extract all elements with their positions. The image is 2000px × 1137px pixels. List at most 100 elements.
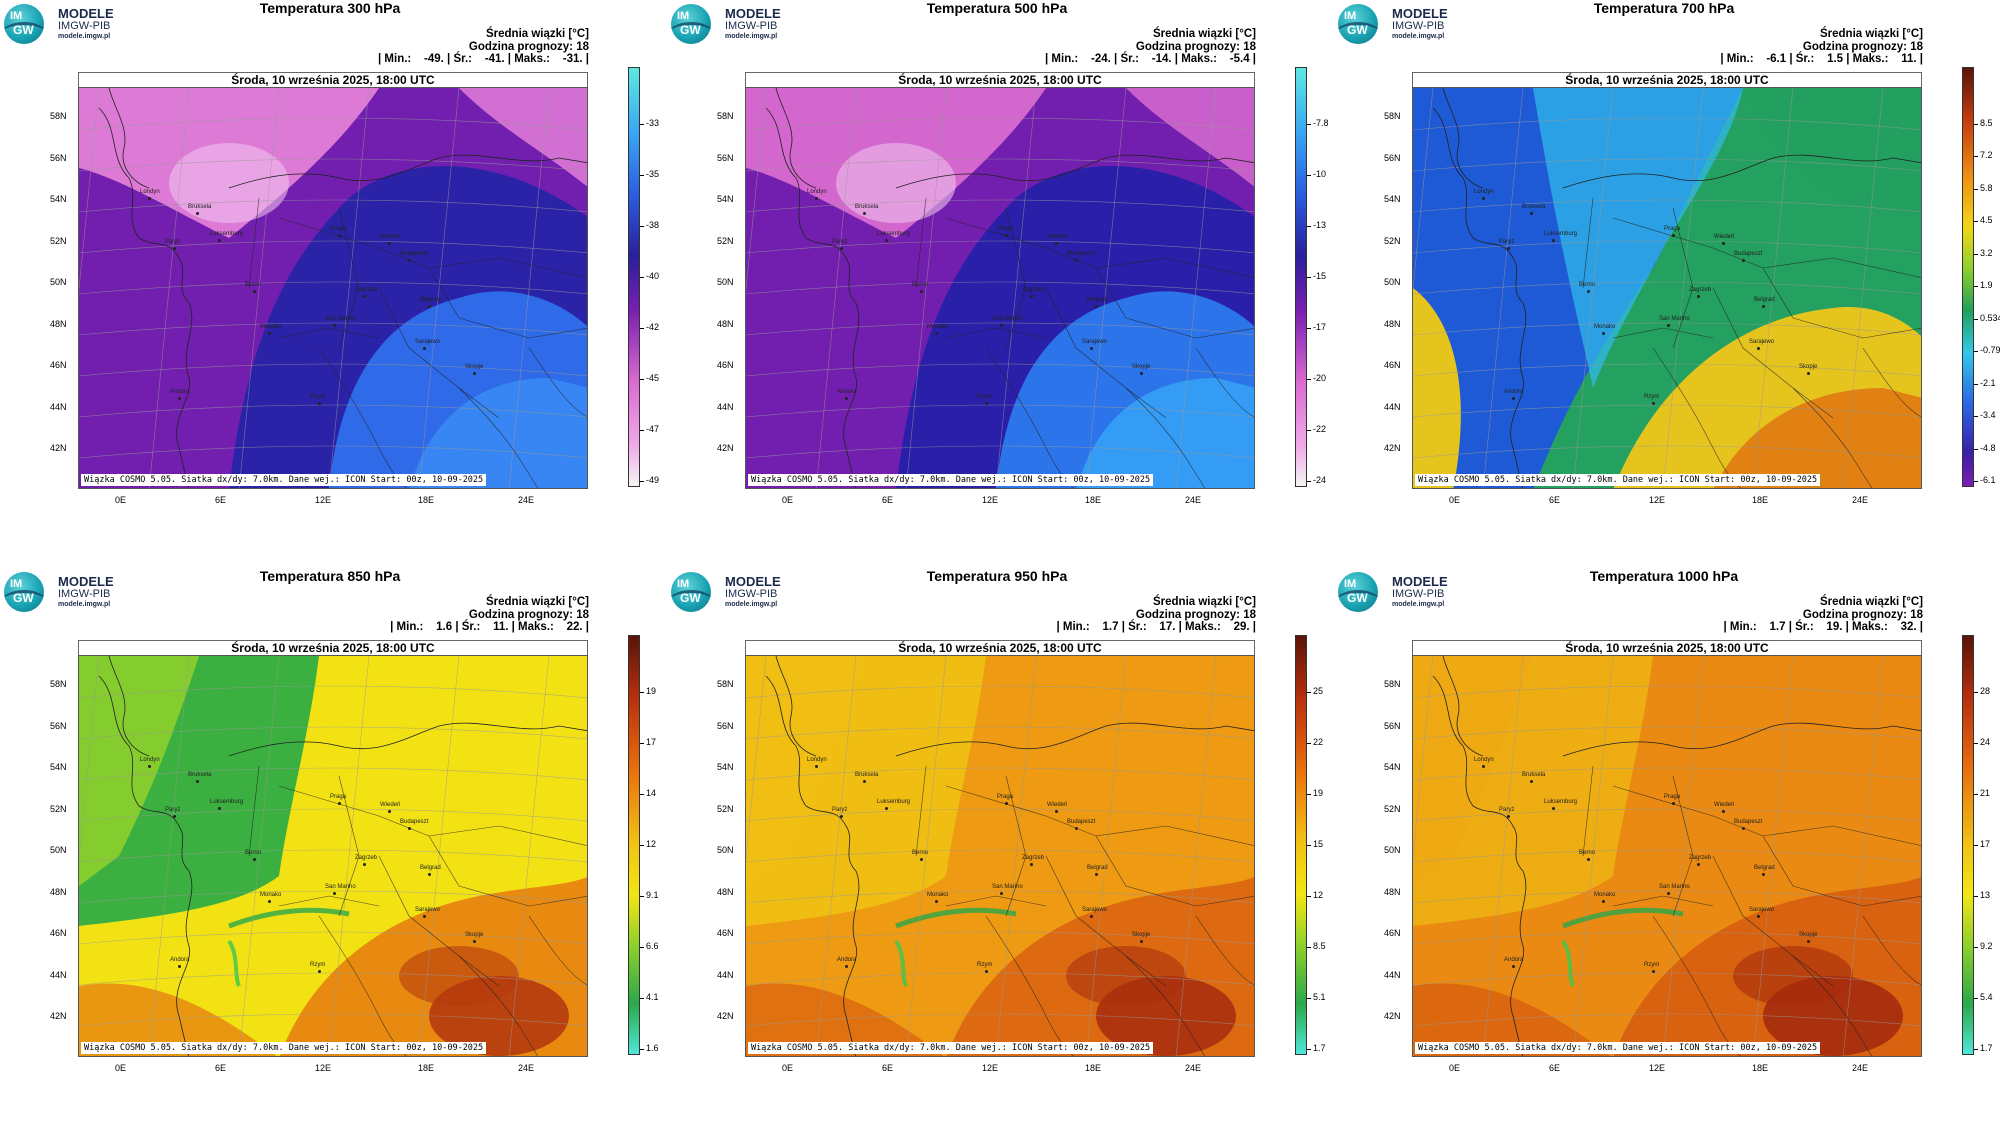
lat-label: 46N <box>1384 360 1401 370</box>
logo-line3: modele.imgw.pl <box>58 33 111 40</box>
colorbar-tick: -10 <box>1306 169 1327 179</box>
city-dot <box>408 827 411 830</box>
forecast-hour: Godzina prognozy: 18 <box>468 40 589 53</box>
logo-line3: modele.imgw.pl <box>1392 33 1445 40</box>
colorbar-tick: 8.5 <box>1307 941 1326 951</box>
city-label: Zagrzeb <box>1022 855 1045 861</box>
city-dot <box>1095 873 1098 876</box>
colorbar-tick: -0.791 <box>1974 345 2000 355</box>
lat-label: 58N <box>717 111 734 121</box>
colorbar-tick: 25 <box>1306 686 1324 696</box>
colorbar-tick: -2.1 <box>1974 377 1996 388</box>
panel-info: Średnia wiązki [°C] Godzina prognozy: 18 <box>469 596 589 621</box>
temperature-field-map <box>746 656 1254 1056</box>
lon-label: 12E <box>315 1063 332 1073</box>
city-label: Andora <box>837 389 857 395</box>
imgw-logo: IM GW MODELE IMGW-PIB modele.imgw.pl <box>4 4 144 46</box>
temperature-field-map <box>79 656 587 1056</box>
beam-label: Średnia wiązki [°C] <box>1152 28 1256 40</box>
lon-label: 24E <box>518 495 535 505</box>
city-label: Praga <box>997 226 1014 232</box>
model-footer: Wiązka COSMO 5.05. Siatka dx/dy: 7.0km. … <box>1415 1042 1821 1054</box>
city-dot <box>815 197 818 200</box>
colorbar-tick: 12 <box>639 839 657 849</box>
city-label: Belgrad <box>1754 865 1775 871</box>
city-dot <box>815 765 818 768</box>
lon-label: 6E <box>882 495 894 505</box>
city-label: Monako <box>260 324 282 330</box>
lat-label: 58N <box>1384 679 1401 689</box>
valid-date: Środa, 10 września 2025, 18:00 UTC <box>78 640 588 655</box>
city-label: Rzym <box>977 394 993 400</box>
lat-label: 44N <box>1384 401 1401 412</box>
city-dot <box>1005 234 1008 237</box>
forecast-hour: Godzina prognozy: 18 <box>1135 40 1256 53</box>
colorbar-tick: 9.2 <box>1974 941 1993 951</box>
panel-stats: | Min.: -49. | Śr.: -41. | Maks.: -31. | <box>378 53 589 65</box>
city-dot <box>985 402 988 405</box>
city-label: Bruksela <box>1522 772 1546 778</box>
lat-label: 48N <box>717 318 734 329</box>
panel-info: Średnia wiązki [°C] Godzina prognozy: 18 <box>1136 28 1256 53</box>
lon-label: 12E <box>982 1063 999 1073</box>
lat-label: 52N <box>717 235 734 246</box>
forecast-panel-2: IM GW MODELE IMGW-PIB modele.imgw.pl Tem… <box>667 0 1334 568</box>
city-label: Monako <box>1594 324 1616 330</box>
lon-label: 18E <box>1085 495 1102 505</box>
city-dot <box>178 397 181 400</box>
city-label: Londyn <box>1474 189 1494 195</box>
city-dot <box>196 212 199 215</box>
logo-line2: IMGW-PIB <box>725 20 778 32</box>
lat-label: 42N <box>50 1011 67 1021</box>
city-label: Paryż <box>1499 807 1515 813</box>
lat-label: 48N <box>1384 886 1401 897</box>
city-label: Paryż <box>832 239 848 245</box>
city-dot <box>408 259 411 262</box>
city-dot <box>388 242 391 245</box>
city-label: Budapeszt <box>1067 819 1096 825</box>
colorbar-tick: 5.4 <box>1974 992 1993 1002</box>
city-label: Belgrad <box>1087 297 1108 303</box>
forecast-panel-6: IM GW MODELE IMGW-PIB modele.imgw.pl Tem… <box>1334 568 2000 1136</box>
colorbar-tick: -47 <box>639 424 660 434</box>
city-label: Paryż <box>165 239 181 245</box>
colorbar-tick: 24 <box>1973 737 1991 747</box>
city-label: Belgrad <box>1087 865 1108 871</box>
city-dot <box>218 239 221 242</box>
city-label: Wiedeń <box>1047 234 1068 240</box>
city-dot <box>268 900 271 903</box>
panel-info: Średnia wiązki [°C] Godzina prognozy: 18 <box>1803 596 1923 621</box>
lat-label: 56N <box>1384 720 1401 731</box>
city-label: San Marino <box>325 884 356 890</box>
lat-label: 52N <box>1384 235 1401 246</box>
city-label: San Marino <box>992 884 1023 890</box>
valid-date: Środa, 10 września 2025, 18:00 UTC <box>745 640 1255 655</box>
logo-line1: MODELE <box>58 574 114 589</box>
forecast-hour: Godzina prognozy: 18 <box>1802 608 1923 621</box>
city-label: Londyn <box>140 189 160 195</box>
city-label: Berno <box>912 850 929 856</box>
city-dot <box>1762 873 1765 876</box>
map-frame: Wiązka COSMO 5.05. Siatka dx/dy: 7.0km. … <box>745 87 1255 489</box>
city-label: Praga <box>997 794 1014 800</box>
logo-line2: IMGW-PIB <box>1392 20 1445 32</box>
colorbar-tick: 9.1 <box>640 890 659 900</box>
city-label: Budapeszt <box>1067 251 1096 257</box>
lat-label: 54N <box>1384 762 1401 772</box>
logo-line2: IMGW-PIB <box>58 588 111 600</box>
city-dot <box>1090 915 1093 918</box>
colorbar-tick: 0.534 <box>1974 313 2000 323</box>
lat-label: 46N <box>717 928 734 938</box>
panel-info: Średnia wiązki [°C] Godzina prognozy: 18 <box>1136 596 1256 621</box>
logo-line2: IMGW-PIB <box>58 20 111 32</box>
colorbar-tick: 15 <box>1306 839 1324 849</box>
colorbar-tick: -33 <box>639 118 660 128</box>
lat-label: 56N <box>50 152 67 163</box>
colorbar <box>628 67 640 487</box>
city-label: Londyn <box>807 757 827 763</box>
city-label: Rzym <box>310 394 326 400</box>
city-dot <box>473 940 476 943</box>
city-label: Sarajewo <box>1082 339 1108 345</box>
city-label: Monako <box>260 892 282 898</box>
lat-label: 50N <box>717 845 734 855</box>
